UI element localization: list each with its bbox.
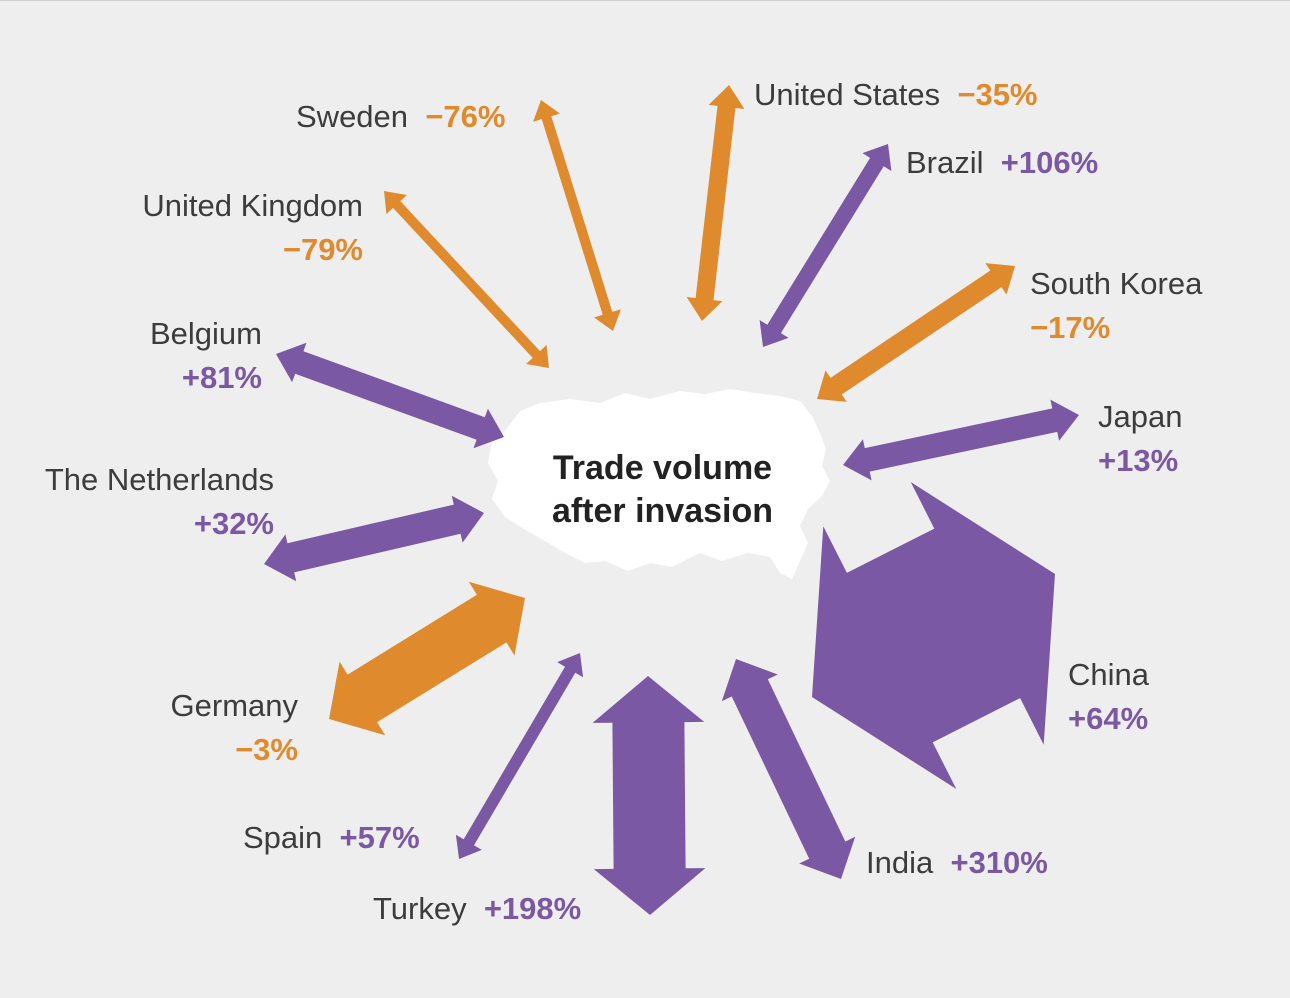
label-united-states: United States −35% bbox=[754, 73, 1038, 117]
trade-arrow-turkey bbox=[592, 676, 706, 915]
trade-arrow-united-kingdom bbox=[384, 191, 549, 368]
country-name-belgium: Belgium bbox=[150, 316, 262, 351]
trade-arrow-japan bbox=[843, 399, 1079, 481]
center-title-line-2: after invasion bbox=[551, 492, 774, 530]
country-name-united-kingdom: United Kingdom bbox=[142, 188, 363, 223]
russia-map-silhouette bbox=[488, 389, 830, 579]
country-name-sweden: Sweden bbox=[296, 99, 409, 134]
country-name-united-states: United States bbox=[754, 77, 941, 112]
country-name-turkey: Turkey bbox=[373, 891, 467, 926]
trade-arrow-india bbox=[721, 659, 856, 879]
change-belgium: +81% bbox=[181, 360, 262, 395]
label-china: China +64% bbox=[1068, 653, 1149, 741]
label-germany: Germany −3% bbox=[150, 684, 298, 772]
trade-arrow-united-states bbox=[686, 85, 745, 321]
change-germany: −3% bbox=[235, 732, 298, 767]
country-name-brazil: Brazil bbox=[906, 145, 984, 180]
change-united-kingdom: −79% bbox=[282, 232, 363, 267]
country-name-china: China bbox=[1068, 657, 1149, 692]
label-turkey: Turkey +198% bbox=[373, 887, 581, 931]
country-name-germany: Germany bbox=[170, 688, 298, 723]
change-spain: +57% bbox=[339, 820, 420, 855]
change-united-states: −35% bbox=[957, 77, 1038, 112]
trade-arrow-belgium bbox=[276, 342, 504, 449]
trade-arrow-the-netherlands bbox=[264, 495, 484, 582]
label-united-kingdom: United Kingdom −79% bbox=[122, 184, 363, 272]
change-the-netherlands: +32% bbox=[193, 506, 274, 541]
center-title-line-1: Trade volume bbox=[552, 449, 773, 487]
trade-arrow-sweden bbox=[533, 100, 621, 331]
country-name-india: India bbox=[866, 845, 934, 880]
label-spain: Spain +57% bbox=[243, 816, 420, 860]
country-name-japan: Japan bbox=[1098, 399, 1183, 434]
trade-arrow-south-korea bbox=[817, 263, 1015, 402]
country-name-the-netherlands: The Netherlands bbox=[44, 462, 274, 497]
label-belgium: Belgium +81% bbox=[120, 312, 262, 400]
trade-arrow-china bbox=[812, 482, 1055, 789]
change-sweden: −76% bbox=[425, 99, 506, 134]
label-south-korea: South Korea −17% bbox=[1030, 262, 1202, 350]
label-brazil: Brazil +106% bbox=[906, 141, 1098, 185]
country-name-south-korea: South Korea bbox=[1030, 266, 1203, 301]
trade-arrow-germany bbox=[329, 581, 525, 736]
change-turkey: +198% bbox=[483, 891, 582, 926]
change-brazil: +106% bbox=[1000, 145, 1099, 180]
change-japan: +13% bbox=[1098, 443, 1179, 478]
change-south-korea: −17% bbox=[1030, 310, 1111, 345]
trade-arrow-brazil bbox=[759, 144, 892, 347]
label-japan: Japan +13% bbox=[1098, 395, 1182, 483]
trade-arrow-spain bbox=[455, 653, 584, 859]
label-sweden: Sweden −76% bbox=[296, 95, 505, 139]
change-china: +64% bbox=[1068, 701, 1149, 736]
label-india: India +310% bbox=[866, 841, 1048, 885]
change-india: +310% bbox=[950, 845, 1048, 880]
center-title: Trade volume after invasion bbox=[530, 447, 795, 533]
label-the-netherlands: The Netherlands +32% bbox=[24, 458, 274, 546]
country-name-spain: Spain bbox=[243, 820, 323, 855]
